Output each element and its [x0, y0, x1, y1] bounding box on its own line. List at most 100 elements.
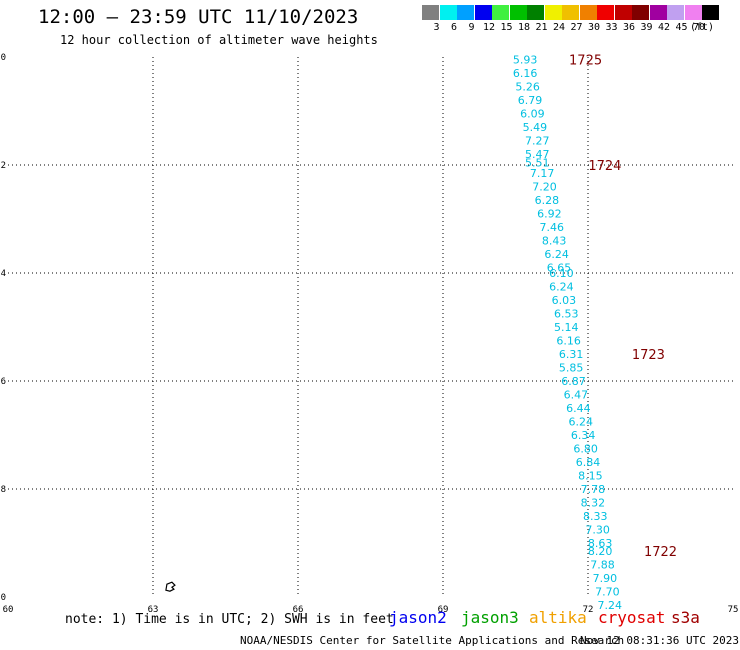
wave-height-label: 6.24	[569, 416, 594, 429]
wave-height-label: 6.80	[573, 443, 598, 456]
wave-height-label: 8.43	[542, 235, 567, 248]
colorbar-label: 36	[622, 22, 636, 33]
wave-height-label: 6.31	[559, 348, 584, 361]
colorbar-swatch	[492, 5, 509, 20]
colorbar-label: 45	[675, 22, 688, 33]
colorbar-swatch	[422, 5, 439, 20]
colorbar-swatch	[562, 5, 579, 20]
time-label: 1722	[644, 545, 677, 560]
x-tick-label: 75	[728, 605, 739, 615]
colorbar-swatch	[439, 5, 457, 20]
x-tick-label: 60	[3, 605, 14, 615]
wave-height-label: 6.34	[571, 429, 596, 442]
wave-height-label: 8.32	[581, 497, 606, 510]
wave-height-label: 5.14	[554, 321, 579, 334]
colorbar-swatch	[527, 5, 544, 20]
x-tick-label: 63	[148, 605, 159, 615]
colorbar-swatch	[702, 5, 719, 20]
wave-height-label: 7.70	[595, 586, 620, 599]
wave-height-label: 6.53	[554, 308, 579, 321]
colorbar-swatch	[684, 5, 702, 20]
time-label: 1724	[588, 159, 621, 174]
colorbar-label: 30	[587, 22, 601, 33]
island-outline	[165, 581, 176, 592]
wave-height-label: 8.63	[588, 537, 613, 550]
wave-height-label: 5.93	[513, 54, 538, 67]
y-tick-label: -18	[0, 485, 6, 495]
colorbar-swatch	[614, 5, 632, 20]
colorbar-label: 42	[657, 22, 671, 33]
wave-height-label: 6.16	[556, 335, 581, 348]
wave-height-label: 6.87	[561, 375, 586, 388]
colorbar-label: 24	[552, 22, 566, 33]
wave-height-label: 6.24	[544, 248, 569, 261]
wave-height-label: 6.10	[549, 267, 574, 280]
mission-label: cryosat	[598, 608, 666, 627]
wave-height-label: 6.24	[549, 281, 574, 294]
wave-height-label: 7.90	[593, 572, 618, 585]
colorbar-swatch	[667, 5, 684, 20]
colorbar-label: 3	[433, 22, 440, 33]
colorbar-swatch	[474, 5, 492, 20]
colorbar-swatch	[632, 5, 649, 20]
chart-title: 12:00 – 23:59 UTC 11/10/2023	[38, 6, 359, 28]
credit-text: NOAA/NESDIS Center for Satellite Applica…	[240, 634, 625, 647]
colorbar-label: 21	[535, 22, 548, 33]
x-tick-label: 66	[293, 605, 304, 615]
wave-height-label: 7.30	[585, 524, 610, 537]
wave-height-label: 7.27	[525, 135, 550, 148]
wave-height-label: 5.26	[515, 81, 540, 94]
wave-height-label: 5.85	[559, 362, 584, 375]
wave-height-label: 6.79	[518, 94, 543, 107]
colorbar-label: 27	[570, 22, 583, 33]
colorbar-label: 6	[450, 22, 458, 33]
colorbar-swatch	[457, 5, 474, 20]
wave-height-label: 5.47	[525, 148, 550, 161]
footer-note: note: 1) Time is in UTC; 2) SWH is in fe…	[65, 612, 394, 627]
x-tick-label: 72	[583, 605, 594, 615]
colorbar-swatch	[649, 5, 667, 20]
y-tick-label: -16	[0, 377, 6, 387]
colorbar-label: 15	[500, 22, 513, 33]
y-tick-label: -20	[0, 593, 6, 603]
timestamp-text: Nov 12 08:31:36 UTC 2023	[580, 634, 739, 647]
colorbar-label: 33	[605, 22, 618, 33]
wave-height-label: 8.20	[588, 545, 613, 558]
colorbar-label: 9	[468, 22, 475, 33]
colorbar-label: 12	[482, 22, 496, 33]
colorbar-swatch	[544, 5, 562, 20]
wave-height-label: 5.49	[523, 121, 548, 134]
y-tick-label: -10	[0, 53, 6, 63]
time-label: 1723	[632, 348, 665, 363]
wave-height-label: 7.24	[598, 599, 623, 612]
y-tick-label: -14	[0, 269, 6, 279]
mission-label: s3a	[671, 608, 700, 627]
wave-height-label: 7.78	[581, 483, 606, 496]
wave-height-label: 6.09	[520, 108, 545, 121]
wave-height-label: 6.47	[564, 389, 589, 402]
wave-height-label: 6.03	[552, 294, 577, 307]
chart-subtitle: 12 hour collection of altimeter wave hei…	[60, 33, 378, 47]
wave-height-label: 5.51	[525, 156, 550, 169]
colorbar-swatch	[509, 5, 527, 20]
wave-height-label: 6.92	[537, 208, 562, 221]
colorbar-label: 39	[640, 22, 653, 33]
mission-label: jason3	[461, 608, 519, 627]
wave-height-label: 6.44	[566, 402, 591, 415]
colorbar-label: 70	[692, 22, 706, 33]
wave-height-label: 7.17	[530, 167, 555, 180]
wave-height-label: 7.20	[532, 181, 557, 194]
wave-height-label: 6.65	[547, 262, 572, 275]
wave-height-label: 7.88	[590, 559, 615, 572]
wave-height-label: 8.15	[578, 470, 603, 483]
mission-label: jason2	[389, 608, 447, 627]
colorbar-swatch	[579, 5, 597, 20]
mission-label: altika	[529, 608, 587, 627]
wave-height-label: 6.28	[535, 194, 560, 207]
wave-height-label: 7.46	[540, 221, 565, 234]
y-tick-label: -12	[0, 161, 6, 171]
wave-height-label: 6.84	[576, 456, 601, 469]
wave-height-label: 8.33	[583, 510, 608, 523]
colorbar-unit-label: (ft)	[690, 22, 715, 33]
